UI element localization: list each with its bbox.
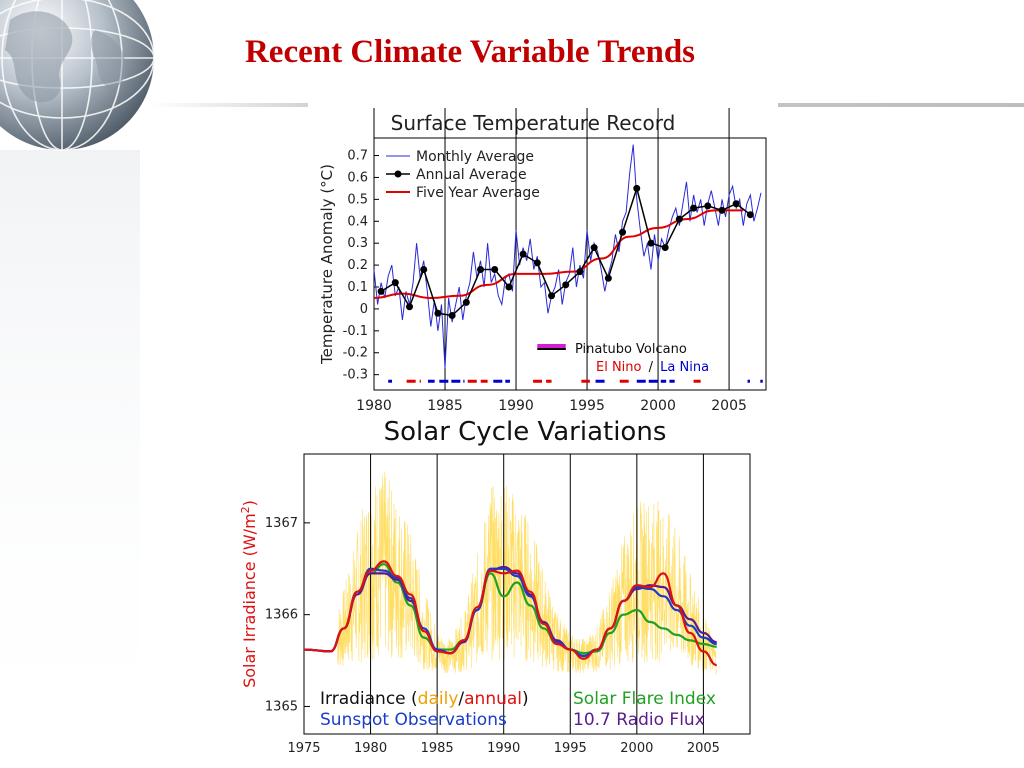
pinatubo-annotation: Pinatubo Volcano <box>537 342 687 357</box>
x-tick-label-2000: 2000 <box>620 741 653 756</box>
annual-point-23 <box>704 202 712 210</box>
legend-label-five-year: Five Year Average <box>416 185 540 201</box>
legend: Monthly Average Annual Average Five Year… <box>386 149 540 201</box>
y-tick-label-0.3: 0.3 <box>347 236 368 251</box>
y-tick-label-0.1: 0.1 <box>347 280 368 295</box>
y-tick-label--0.2: -0.2 <box>343 346 368 361</box>
y-tick-label--0.1: -0.1 <box>343 324 368 339</box>
x-tick-label-2005: 2005 <box>711 398 747 414</box>
annual-point-17 <box>619 228 627 236</box>
annual-point-11 <box>533 259 541 267</box>
legend-irradiance-suffix: ) <box>522 689 529 709</box>
legend-flare: Solar Flare Index <box>573 689 716 709</box>
y-axis-label-sup: 2 <box>239 506 252 513</box>
y-tick-label-0.7: 0.7 <box>347 149 368 164</box>
chart-title: Solar Cycle Variations <box>384 418 667 447</box>
annual-point-4 <box>434 309 442 317</box>
x-tick-label-1985: 1985 <box>427 398 463 414</box>
annual-point-18 <box>633 184 641 192</box>
y-tick-label-1365: 1365 <box>265 699 298 714</box>
legend-irradiance: Irradiance (daily/annual) <box>320 689 529 709</box>
x-tick-label-1995: 1995 <box>554 741 587 756</box>
y-axis-label: Temperature Anomaly (°C) <box>318 164 336 365</box>
annual-point-26 <box>746 211 754 219</box>
legend: Irradiance (daily/annual) Sunspot Observ… <box>320 689 716 730</box>
pinatubo-label: Pinatubo Volcano <box>575 342 687 357</box>
pinatubo-bar <box>537 344 566 350</box>
x-tick-label-1975: 1975 <box>287 741 320 756</box>
la-nina-label: La Nina <box>660 360 709 375</box>
left-fade <box>0 150 140 768</box>
enso-separator: / <box>649 360 654 375</box>
temperature-chart-panel: Surface Temperature Record -0.3 -0.2 -0.1 0… <box>308 102 778 422</box>
x-tick-label-1995: 1995 <box>569 398 605 414</box>
y-tick-label-1366: 1366 <box>265 608 298 623</box>
globe-icon <box>0 0 155 151</box>
chart-title: Surface Temperature Record <box>391 111 676 135</box>
el-nino-label: El Nino <box>596 360 642 375</box>
annual-point-25 <box>732 200 740 208</box>
legend-radio: 10.7 Radio Flux <box>573 710 705 730</box>
y-axis-label-main: Solar Irradiance (W/m <box>240 513 259 688</box>
legend-annual: annual <box>464 689 522 709</box>
annual-point-1 <box>391 279 399 287</box>
y-tick-label-1367: 1367 <box>265 516 298 531</box>
annual-point-8 <box>491 265 499 273</box>
y-tick-label-0.4: 0.4 <box>347 214 368 229</box>
series-radio-line <box>303 565 717 658</box>
annual-point-6 <box>462 298 470 306</box>
x-tick-label-2005: 2005 <box>687 741 720 756</box>
annual-point-15 <box>590 244 598 252</box>
x-tick-label-1990: 1990 <box>498 398 534 414</box>
pinatubo-bar-outline <box>537 348 566 350</box>
legend-sunspot: Sunspot Observations <box>320 710 507 730</box>
annual-point-21 <box>675 215 683 223</box>
legend-label-annual: Annual Average <box>416 167 527 183</box>
annual-point-22 <box>690 204 698 212</box>
legend-slash: / <box>458 689 464 709</box>
solar-chart: Solar Cycle Variations 1365 1366 1367 1975… <box>239 417 751 756</box>
annual-point-0 <box>377 287 385 295</box>
annual-point-2 <box>406 303 414 311</box>
legend-label-monthly: Monthly Average <box>416 149 534 165</box>
annual-point-12 <box>548 292 556 300</box>
y-tick-label--0.3: -0.3 <box>343 368 368 383</box>
annual-point-24 <box>718 206 726 214</box>
series-sunspot-line <box>303 567 717 658</box>
annual-point-10 <box>519 250 527 258</box>
annual-point-7 <box>477 265 485 273</box>
y-axis-label: Solar Irradiance (W/m2) <box>239 500 260 688</box>
enso-legend: El Nino / La Nina <box>596 360 709 375</box>
legend-marker-annual <box>394 170 402 178</box>
y-tick-label-0.6: 0.6 <box>347 170 368 185</box>
y-tick-label-0.2: 0.2 <box>347 258 368 273</box>
x-tick-label-1985: 1985 <box>421 741 454 756</box>
series-flare-line <box>303 563 717 655</box>
x-tick-label-2000: 2000 <box>640 398 676 414</box>
x-tick-label-1980: 1980 <box>354 741 387 756</box>
annual-point-5 <box>448 311 456 319</box>
annual-point-14 <box>576 268 584 276</box>
y-tick-label-0: 0 <box>360 302 368 317</box>
annual-point-19 <box>647 239 655 247</box>
annual-point-16 <box>604 274 612 282</box>
annual-point-20 <box>661 244 669 252</box>
series-five-year-line <box>373 209 744 299</box>
y-tick-label-0.5: 0.5 <box>347 192 368 207</box>
legend-daily: daily <box>418 689 459 709</box>
annual-point-13 <box>562 281 570 289</box>
x-tick-label-1980: 1980 <box>356 398 392 414</box>
legend-irradiance-prefix: Irradiance ( <box>320 689 418 709</box>
y-axis-label-close: ) <box>240 500 259 506</box>
temperature-chart: Surface Temperature Record -0.3 -0.2 -0.1 0… <box>318 108 767 414</box>
annual-point-3 <box>420 265 428 273</box>
annual-point-9 <box>505 283 513 291</box>
slide-title: Recent Climate Variable Trends <box>244 34 696 70</box>
series-annual-line <box>303 560 717 667</box>
solar-chart-panel: Solar Cycle Variations 1365 1366 1367 1975… <box>230 417 760 763</box>
x-tick-label-1990: 1990 <box>487 741 520 756</box>
